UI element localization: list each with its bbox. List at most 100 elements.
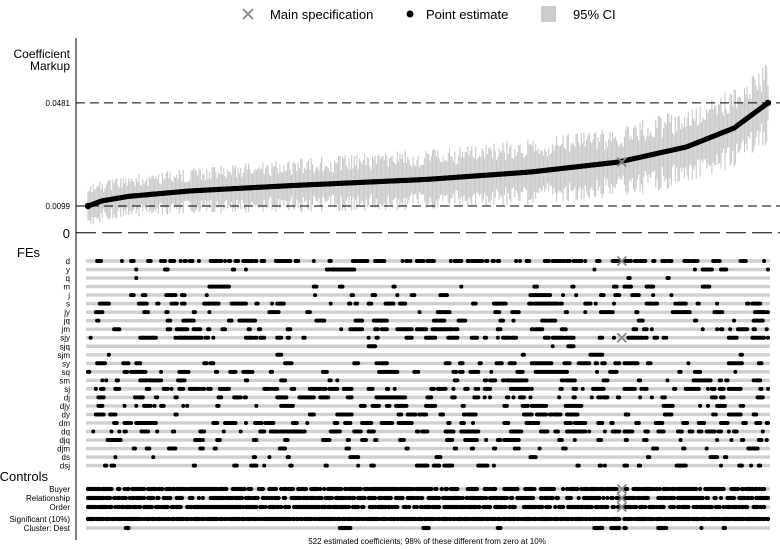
indicator-dot: [617, 395, 622, 400]
indicator-dot: [657, 486, 662, 492]
indicator-dot: [459, 284, 464, 289]
indicator-dot: [373, 344, 378, 349]
indicator-row-label: Buyer: [49, 485, 70, 494]
indicator-dot: [323, 386, 328, 391]
indicator-dot: [147, 386, 152, 391]
indicator-dot: [319, 495, 324, 501]
indicator-dot: [113, 412, 118, 417]
indicator-dot: [182, 378, 187, 383]
indicator-dot: [638, 395, 643, 400]
indicator-dot: [126, 486, 131, 492]
indicator-dot: [489, 369, 494, 374]
indicator-dot: [109, 486, 114, 492]
indicator-dot: [635, 361, 640, 366]
indicator-dot: [705, 495, 711, 501]
indicator-dot: [544, 412, 549, 417]
indicator-dot: [686, 504, 691, 510]
indicator-dot: [108, 495, 113, 501]
indicator-dot: [610, 495, 615, 501]
indicator-dot: [339, 327, 344, 332]
indicator-dot: [294, 420, 299, 425]
indicator-row-j: j: [67, 291, 770, 300]
indicator-dot: [698, 369, 703, 374]
indicator-dot: [215, 369, 220, 374]
indicator-dot: [766, 386, 770, 391]
indicator-dot: [156, 495, 161, 501]
indicator-row-label: m: [63, 283, 70, 292]
indicator-dot: [549, 361, 554, 366]
indicator-dot: [138, 504, 143, 510]
indicator-dot: [576, 463, 581, 468]
indicator-dot: [634, 327, 639, 332]
coef-ylabel-line1: Coefficient: [14, 47, 71, 61]
indicator-row-dm: dm: [59, 419, 770, 428]
main-spec-row-x: [616, 332, 627, 343]
indicator-dot: [471, 446, 476, 451]
indicator-row-label: dq: [61, 428, 70, 437]
indicator-dot: [536, 420, 541, 425]
indicator-dot: [438, 455, 443, 460]
coef-tick-labels: 0.0481 0.0099 0: [46, 99, 71, 241]
indicator-dot: [605, 395, 610, 400]
indicator-dot: [106, 352, 111, 357]
indicator-dot: [174, 412, 179, 417]
indicator-dot: [572, 395, 577, 400]
indicator-dot: [630, 429, 635, 434]
indicator-row-sjm: sjm: [58, 351, 770, 360]
indicator-dot: [270, 369, 275, 374]
indicator-dot: [571, 344, 576, 349]
indicator-dot: [709, 504, 714, 510]
indicator-dot: [524, 378, 529, 383]
indicator-dot: [671, 504, 677, 510]
indicator-dot: [250, 369, 255, 374]
coef-tick-label: 0.0099: [46, 202, 71, 211]
x-stroke: [616, 483, 627, 495]
indicator-dot: [375, 335, 380, 340]
indicator-dot: [719, 429, 724, 434]
indicator-row-label: dsj: [60, 462, 70, 471]
indicator-dot: [454, 446, 459, 451]
indicator-dot: [405, 446, 410, 451]
indicator-dot: [131, 259, 136, 263]
indicator-dot: [448, 259, 453, 263]
indicator-dot: [520, 369, 525, 374]
indicator-dot: [262, 429, 267, 434]
indicator-dot: [597, 259, 602, 263]
indicator-dot: [553, 318, 558, 323]
indicator-dot: [692, 267, 697, 272]
indicator-dot: [409, 327, 414, 332]
indicator-row-sy: sy: [62, 359, 770, 368]
indicator-dot: [199, 335, 204, 340]
indicator-dot: [761, 486, 767, 492]
indicator-dot: [123, 429, 128, 434]
indicator-row-sq: sq: [62, 368, 770, 377]
indicator-row-s: s: [66, 300, 770, 309]
point-estimates: [84, 99, 772, 210]
indicator-dot: [718, 495, 724, 501]
indicator-dot: [550, 495, 555, 501]
indicator-dot: [148, 259, 153, 263]
indicator-dot: [758, 420, 763, 425]
indicator-dot: [281, 301, 286, 306]
indicator-dot: [447, 310, 452, 315]
indicator-dot: [174, 301, 179, 306]
indicator-dot: [191, 318, 196, 323]
indicator-dot: [503, 301, 508, 306]
indicator-dot: [559, 301, 564, 306]
indicator-dot: [140, 395, 145, 400]
indicator-row-label: sq: [62, 368, 70, 377]
indicator-dot: [160, 486, 165, 492]
indicator-dot: [696, 386, 701, 391]
indicator-dot: [571, 335, 576, 340]
indicator-dot: [766, 420, 770, 425]
indicator-dot: [762, 335, 767, 340]
indicator-dot: [529, 412, 534, 417]
indicator-dot: [665, 378, 670, 383]
indicator-dot: [474, 438, 479, 443]
legend-ci-label: 95% CI: [573, 7, 616, 22]
indicator-dot: [660, 420, 665, 425]
indicator-dot: [474, 335, 479, 340]
indicator-dot: [450, 438, 455, 443]
indicator-dot: [514, 259, 519, 263]
